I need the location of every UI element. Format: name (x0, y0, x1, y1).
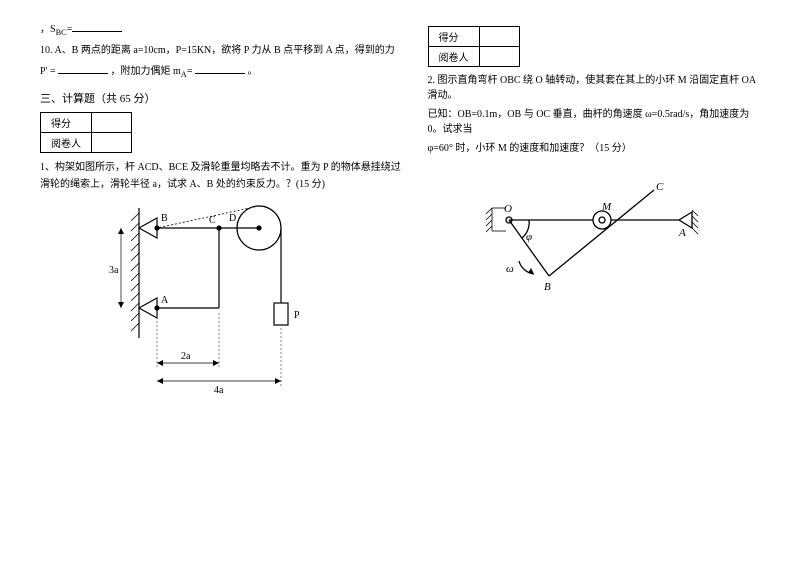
q9-line: ，SBC= (40, 20, 408, 39)
fig2-label-o: O (504, 203, 512, 215)
q9-text: ，S (40, 24, 56, 35)
fig2-label-b: B (544, 281, 551, 293)
fig1-label-2a: 2a (181, 351, 191, 362)
figure-2: O M A B C φ ω (428, 176, 761, 306)
score-table-left: 得分 阅卷人 (40, 112, 132, 153)
fig1-label-d: D (229, 213, 236, 224)
left-column: ，SBC= 10. A、B 两点的距离 a=10cm，P=15KN，欲将 P 力… (30, 20, 418, 545)
section-title: 三、计算题（共 65 分） (40, 90, 408, 106)
q10-eq: = (187, 66, 193, 77)
score-cell (92, 112, 132, 132)
q9-sub: BC (56, 28, 67, 37)
fig2-label-phi: φ (526, 231, 532, 243)
right-column: 得分 阅卷人 2. 图示直角弯杆 OBC 绕 O 轴转动，使其套在其上的小环 M… (418, 20, 771, 545)
fig1-label-3a: 3a (109, 265, 119, 276)
q2-line2: 已知：OB=0.1m，OB 与 OC 垂直，曲杆的角速度 ω=0.5rad/s，… (428, 107, 761, 137)
reviewer-label: 阅卷人 (41, 132, 92, 152)
fig1-label-4a: 4a (214, 385, 224, 396)
q10-end: 。 (247, 66, 257, 77)
fig2-label-omega: ω (506, 263, 514, 275)
fig2-label-a: A (678, 227, 686, 239)
q1-text: 1、构架如图所示，杆 ACD、BCE 及滑轮重量均略去不计。重为 P 的物体悬挂… (40, 159, 408, 193)
score-cell-r (479, 27, 519, 47)
q10-mid: ，附加力偶矩 m (111, 66, 181, 77)
figure-1: B A D C P 3a 2a 4a (40, 203, 408, 403)
fig2-label-c: C (656, 181, 664, 193)
reviewer-label-r: 阅卷人 (428, 47, 479, 67)
q10-blank2 (195, 62, 245, 74)
q9-blank (72, 20, 122, 32)
reviewer-cell-r (479, 47, 519, 67)
fig1-label-b: B (161, 213, 168, 224)
reviewer-cell (92, 132, 132, 152)
fig1-label-p: P (294, 310, 300, 321)
q2-line1: 2. 图示直角弯杆 OBC 绕 O 轴转动，使其套在其上的小环 M 沿固定直杆 … (428, 73, 761, 103)
figure-1-svg: B A D C P 3a 2a 4a (109, 203, 339, 403)
figure-2-svg: O M A B C φ ω (484, 176, 704, 306)
fig1-label-a: A (161, 295, 169, 306)
score-table-right: 得分 阅卷人 (428, 26, 520, 67)
score-label: 得分 (41, 112, 92, 132)
q10-blank1 (58, 62, 108, 74)
fig1-label-c: C (209, 215, 216, 226)
q10-p: P' = (40, 66, 56, 77)
q10-line2: P' = ，附加力偶矩 mA= 。 (40, 62, 408, 81)
q2-line3: φ=60° 时，小环 M 的速度和加速度？（15 分） (428, 141, 761, 156)
score-label-r: 得分 (428, 27, 479, 47)
fig2-label-m: M (601, 201, 612, 213)
q10-line1: 10. A、B 两点的距离 a=10cm，P=15KN，欲将 P 力从 B 点平… (40, 43, 408, 58)
